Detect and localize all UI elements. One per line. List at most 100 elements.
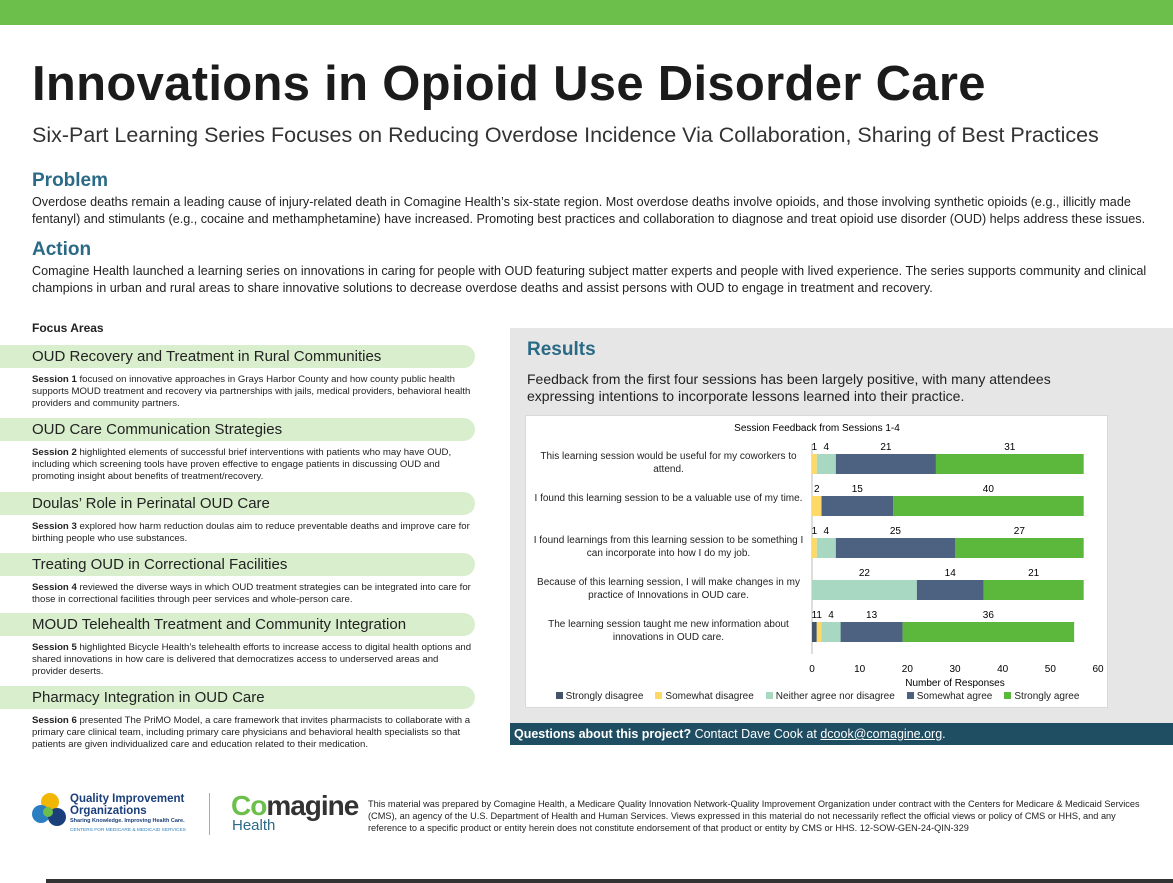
- data-label: 1: [816, 610, 822, 621]
- x-tick-label: 20: [902, 664, 914, 675]
- focus-title: Pharmacy Integration in OUD Care: [0, 686, 475, 709]
- top-bar: [0, 0, 1173, 25]
- data-label: 4: [824, 526, 830, 537]
- data-label: 36: [983, 610, 995, 621]
- bar-segment: [816, 454, 836, 474]
- bar-segment: [955, 538, 1084, 558]
- legend-label: Neither agree nor disagree: [775, 691, 895, 702]
- session-label: Session 6: [32, 715, 77, 726]
- legend-label: Somewhat agree: [916, 691, 993, 702]
- session-text: Session 2 highlighted elements of succes…: [0, 441, 475, 483]
- session-text: Session 4 reviewed the diverse ways in w…: [0, 576, 475, 606]
- bar-segment: [935, 454, 1084, 474]
- contact-text: Contact Dave Cook at: [694, 727, 817, 741]
- bar-segment: [812, 538, 817, 558]
- category-label: Because of this learning session, I will…: [537, 577, 800, 601]
- bottom-bar: [46, 879, 1173, 883]
- focus-title: MOUD Telehealth Treatment and Community …: [0, 613, 475, 636]
- paragraph: Comagine Health launched a learning seri…: [32, 264, 1147, 295]
- session-desc: explored how harm reduction doulas aim t…: [32, 521, 470, 544]
- data-label: 22: [859, 568, 871, 579]
- bar-segment: [835, 454, 936, 474]
- bar-segment: [816, 622, 822, 642]
- heading: Results: [527, 339, 596, 360]
- legend-label: Strongly agree: [1014, 691, 1080, 702]
- divider: [209, 793, 210, 835]
- comagine-health: Health: [232, 817, 276, 834]
- legend-swatch: [655, 692, 663, 699]
- logo-part: magine: [266, 790, 359, 821]
- focus-title: Treating OUD in Correctional Facilities: [0, 553, 475, 576]
- heading: Action: [32, 239, 92, 260]
- session-label: Session 1: [32, 374, 77, 385]
- focus-title: OUD Care Communication Strategies: [0, 418, 475, 441]
- category-label: I found learnings from this learning ses…: [533, 535, 804, 559]
- legend-swatch: [765, 692, 773, 699]
- focus-item: Treating OUD in Correctional Facilities S…: [0, 553, 475, 606]
- data-label: 2: [814, 484, 820, 495]
- legend-label: Strongly disagree: [565, 691, 644, 702]
- chart: Session Feedback from Sessions 1-4 0 10 20 3…: [525, 415, 1108, 708]
- category-label: This learning session would be useful fo…: [540, 451, 797, 475]
- session-text: Session 3 explored how harm reduction do…: [0, 515, 475, 545]
- email-link[interactable]: dcook@comagine.org: [820, 727, 943, 741]
- focus-title: Doulas’ Role in Perinatal OUD Care: [0, 492, 475, 515]
- x-tick-label: 40: [997, 664, 1009, 675]
- session-desc: highlighted elements of successful brief…: [32, 447, 452, 482]
- session-label: Session 2: [32, 447, 77, 458]
- bar-segment: [840, 622, 903, 642]
- session-desc: highlighted Bicycle Health’s telehealth …: [32, 642, 472, 677]
- bar-segment: [902, 622, 1075, 642]
- category-label: I found this learning session to be a va…: [534, 493, 803, 504]
- legend-item: Strongly disagree: [555, 691, 644, 702]
- bar-segment: [816, 538, 836, 558]
- logo-part: Co: [231, 790, 267, 821]
- x-tick-label: 30: [949, 664, 961, 675]
- x-tick-label: 10: [854, 664, 866, 675]
- bar-segment: [835, 538, 955, 558]
- contact-bar: Questions about this project? Contact Da…: [510, 723, 1173, 745]
- session-label: Session 5: [32, 642, 77, 653]
- disclaimer: This material was prepared by Comagine H…: [368, 799, 1140, 833]
- bar-segment: [812, 496, 822, 516]
- data-label: 25: [890, 526, 902, 537]
- bar-segment: [893, 496, 1084, 516]
- data-label: 21: [1028, 568, 1040, 579]
- legend-label: Somewhat disagree: [665, 691, 754, 702]
- x-axis-label: Number of Responses: [905, 678, 1005, 689]
- bar-segment: [812, 580, 917, 600]
- qio-tagline: Sharing Knowledge. Improving Health Care…: [70, 818, 185, 824]
- title: Innovations in Opioid Use Disorder Care: [32, 57, 986, 111]
- data-label: 13: [866, 610, 878, 621]
- contact-question: Questions about this project?: [514, 727, 692, 741]
- bar-segment: [916, 580, 984, 600]
- session-desc: reviewed the diverse ways in which OUD t…: [32, 582, 471, 605]
- legend: Strongly disagree Somewhat disagree Neithe…: [526, 691, 1109, 702]
- heading: Problem: [32, 170, 109, 191]
- session-label: Session 4: [32, 582, 77, 593]
- bar-segment: [812, 454, 817, 474]
- focus-item: OUD Care Communication Strategies Session…: [0, 418, 475, 483]
- focus-item: Pharmacy Integration in OUD Care Session …: [0, 686, 475, 751]
- session-desc: presented The PriMO Model, a care framew…: [32, 715, 471, 750]
- chart-svg: Session Feedback from Sessions 1-4 0 10 20 3…: [734, 423, 1104, 689]
- legend-swatch: [555, 692, 563, 699]
- data-label: 4: [824, 442, 830, 453]
- session-text: Session 1 focused on innovative approach…: [0, 368, 475, 410]
- bar-segment: [983, 580, 1084, 600]
- comagine-logo: Comagine: [231, 790, 359, 822]
- qio-name: Quality Improvement Organizations: [70, 793, 185, 817]
- category-label: The learning session taught me new infor…: [548, 619, 789, 643]
- session-label: Session 3: [32, 521, 77, 532]
- legend-swatch: [906, 692, 914, 699]
- legend-item: Neither agree nor disagree: [765, 691, 895, 702]
- data-label: 15: [852, 484, 864, 495]
- data-label: 21: [880, 442, 892, 453]
- session-text: Session 6 presented The PriMO Model, a c…: [0, 709, 475, 751]
- focus-item: MOUD Telehealth Treatment and Community …: [0, 613, 475, 678]
- data-label: 4: [828, 610, 834, 621]
- focus-item: Doulas’ Role in Perinatal OUD Care Sessio…: [0, 492, 475, 545]
- data-label: 1: [812, 442, 818, 453]
- legend-item: Strongly agree: [1004, 691, 1079, 702]
- data-label: 40: [983, 484, 995, 495]
